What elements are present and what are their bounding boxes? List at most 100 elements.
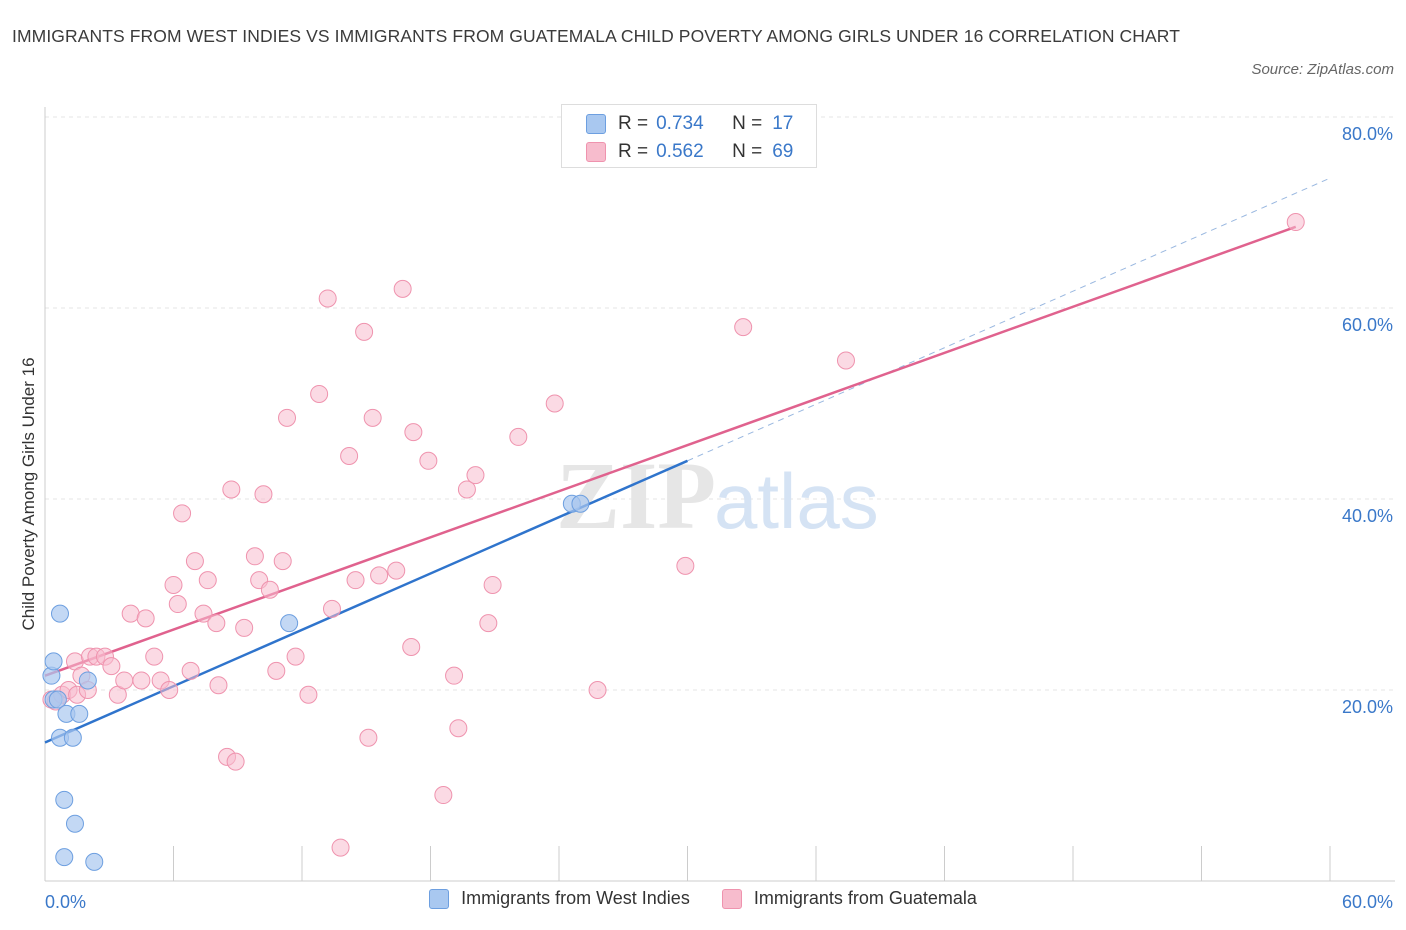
point-guatemala [545,394,564,413]
point-guatemala [434,786,453,805]
point-guatemala [254,485,273,504]
point-guatemala [164,575,183,594]
point-guatemala [209,676,228,695]
point-guatemala [404,423,423,442]
x-tick-label: 60.0% [1342,892,1393,912]
point-guatemala [340,447,359,466]
point-guatemala [145,647,164,666]
trend-lines [44,178,1329,744]
legend-r-label: R = [618,141,649,162]
point-guatemala [322,599,341,618]
point-west-indies [63,728,82,747]
tick-labels: 20.0% 40.0% 60.0% 80.0% 0.0% 60.0% [45,124,1393,912]
point-guatemala [121,604,140,623]
point-guatemala [836,351,855,370]
y-tick-label: 20.0% [1342,697,1393,717]
legend-row-west-indies: R = 0.734 N = 17 [586,112,793,136]
point-guatemala [273,552,292,571]
point-guatemala [132,671,151,690]
point-guatemala [734,318,753,337]
legend-swatch-west-indies [586,114,606,134]
point-guatemala [479,614,498,633]
point-west-indies [65,814,84,833]
point-guatemala [359,728,378,747]
legend-n-value: 69 [772,141,794,162]
point-guatemala [185,552,204,571]
legend-swatch-guatemala [721,888,742,909]
point-guatemala [173,504,192,523]
point-guatemala [402,638,421,657]
point-guatemala [115,671,134,690]
point-guatemala [299,685,318,704]
point-guatemala [419,451,438,470]
point-guatemala [245,547,264,566]
point-west-indies [280,614,299,633]
point-guatemala [102,657,121,676]
point-guatemala [310,384,329,403]
point-guatemala [457,480,476,499]
trend-line-west-indies [44,459,689,744]
point-west-indies [78,671,97,690]
legend-row-guatemala: R = 0.562 N = 69 [586,140,793,164]
point-guatemala [483,575,502,594]
y-tick-label: 60.0% [1342,315,1393,335]
point-guatemala [393,279,412,298]
point-west-indies [85,852,104,871]
x-tick-label: 0.0% [45,892,86,912]
watermark-atlas: atlas [714,457,879,545]
y-axis-label: Child Poverty Among Girls Under 16 [19,357,38,631]
point-west-indies [50,604,69,623]
point-west-indies [571,494,590,513]
point-west-indies [48,690,67,709]
point-guatemala [181,661,200,680]
legend-swatch-west-indies [429,888,450,909]
point-guatemala [226,752,245,771]
point-west-indies [70,704,89,723]
axes [44,107,1395,882]
chart-title: IMMIGRANTS FROM WEST INDIES VS IMMIGRANT… [12,26,1180,46]
point-guatemala [387,561,406,580]
point-guatemala [466,466,485,485]
point-guatemala [509,427,528,446]
point-guatemala [278,408,297,427]
correlation-legend: R = 0.734 N = 17 R = 0.562 N = 69 [561,104,817,168]
legend-label-guatemala: Immigrants from Guatemala [753,888,977,908]
point-guatemala [1286,213,1305,232]
legend-r-value: 0.734 [656,113,704,134]
point-guatemala [286,647,305,666]
legend-label-west-indies: Immigrants from West Indies [461,888,690,908]
y-tick-label: 40.0% [1342,506,1393,526]
point-guatemala [346,571,365,590]
point-guatemala [222,480,241,499]
y-tick-label: 80.0% [1342,124,1393,144]
point-guatemala [588,681,607,699]
legend-n-label: N = [732,141,763,162]
legend-swatch-guatemala [586,142,606,162]
data-points [42,213,1305,871]
point-guatemala [363,408,382,427]
point-guatemala [370,566,389,585]
point-west-indies [55,790,74,809]
point-guatemala [260,580,279,599]
point-guatemala [331,838,350,857]
point-guatemala [267,661,286,680]
point-guatemala [194,604,213,623]
point-guatemala [198,571,217,590]
legend-n-label: N = [732,113,763,134]
point-guatemala [207,614,226,633]
legend-item-guatemala: Immigrants from Guatemala [721,888,977,909]
series-legend: Immigrants from West Indies Immigrants f… [0,888,1406,909]
point-guatemala [676,556,695,575]
source-label: Source: ZipAtlas.com [1251,61,1394,78]
point-guatemala [449,719,468,738]
point-west-indies [55,848,74,867]
legend-n-value: 17 [772,113,794,134]
legend-r-value: 0.562 [656,141,704,162]
point-guatemala [235,618,254,637]
point-guatemala [355,322,374,341]
point-guatemala [136,609,155,628]
point-guatemala [445,666,464,685]
trend-extension-dashed [687,178,1329,462]
point-west-indies [44,652,63,671]
